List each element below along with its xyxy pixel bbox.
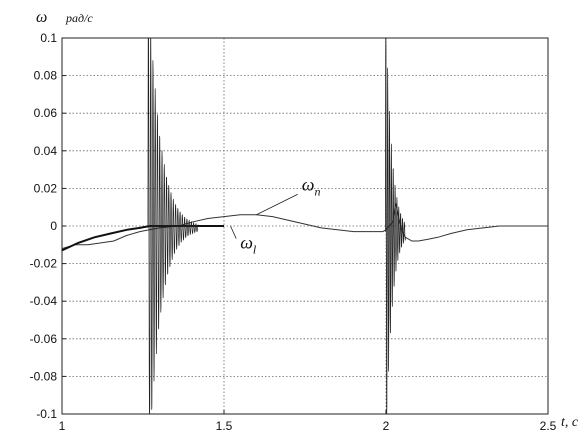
x-tick-label: 2 bbox=[383, 419, 390, 432]
x-ticks: 1 1.5 2 2.5 bbox=[59, 410, 557, 432]
y-tick-label: -0.06 bbox=[30, 332, 58, 346]
series bbox=[61, 37, 548, 415]
y-ticks: 0.1 0.08 0.06 0.04 0.02 0 -0.02 -0.04 -0.06 -0.08… bbox=[30, 31, 66, 421]
series-line-omega-l bbox=[61, 225, 224, 252]
y-axis-symbol: ω bbox=[36, 9, 47, 26]
series-oscillation-1 bbox=[147, 37, 199, 415]
y-tick-label: -0.04 bbox=[30, 294, 58, 308]
y-axis-unit: рад/с bbox=[65, 11, 93, 25]
annotation-arrow bbox=[256, 193, 298, 216]
y-tick-label: 0.02 bbox=[34, 181, 58, 195]
x-axis-label: t, с bbox=[561, 415, 579, 430]
grid bbox=[61, 37, 549, 415]
y-tick-label: 0.08 bbox=[34, 69, 58, 83]
x-tick-label: 1 bbox=[59, 419, 66, 432]
series-line-omega-n bbox=[61, 203, 548, 250]
y-tick-label: 0 bbox=[50, 219, 57, 233]
y-tick-label: 0.06 bbox=[34, 106, 58, 120]
y-tick-label: -0.02 bbox=[30, 257, 58, 271]
omega-n-label: ωn bbox=[302, 174, 321, 198]
omega-l-label: ωl bbox=[240, 233, 257, 257]
annotation-subscript: l bbox=[253, 243, 257, 257]
annotations: ωn ωl bbox=[230, 174, 321, 257]
x-tick-label: 1.5 bbox=[216, 419, 233, 432]
annotation-arrow bbox=[230, 225, 237, 239]
y-tick-label: -0.08 bbox=[30, 369, 58, 383]
x-tick-label: 2.5 bbox=[540, 419, 557, 432]
y-tick-label: -0.1 bbox=[36, 407, 57, 421]
y-tick-label: 0.1 bbox=[40, 31, 57, 45]
annotation-subscript: n bbox=[314, 184, 320, 198]
y-tick-label: 0.04 bbox=[34, 144, 58, 158]
series-oscillation-2 bbox=[385, 37, 406, 415]
